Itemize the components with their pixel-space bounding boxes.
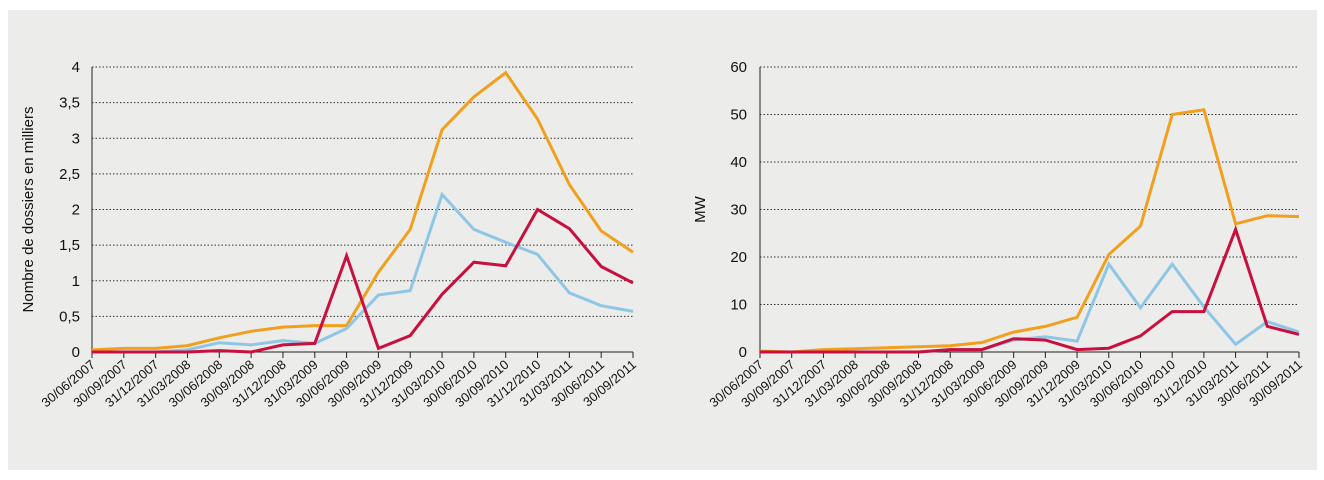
chart-1: 0 0,5 1 1,5 2 2,5 3 3,5 4 Nombre de dossiers en m… bbox=[20, 59, 639, 410]
y-tick-label: 0 bbox=[739, 344, 747, 361]
y-tick-label: 60 bbox=[730, 59, 747, 76]
series-line-1 bbox=[91, 70, 634, 352]
chart-panel bbox=[8, 10, 1317, 470]
series-line-3 bbox=[92, 207, 634, 354]
series-line-2 bbox=[92, 191, 634, 354]
y-tick-label: 3,5 bbox=[59, 95, 80, 112]
y-tick-label: 0 bbox=[72, 344, 80, 361]
y-tick-label: 2 bbox=[72, 202, 80, 219]
y-tick-label: 1 bbox=[72, 273, 80, 290]
y-tick-label: 3 bbox=[72, 130, 80, 147]
y-tick-label: 20 bbox=[730, 249, 747, 266]
y-tick-label: 2,5 bbox=[59, 166, 80, 183]
series-line-3 bbox=[760, 224, 1300, 354]
series-line-1 bbox=[759, 108, 1300, 354]
y-tick-label: 4 bbox=[72, 59, 80, 76]
y-tick-label: 30 bbox=[730, 202, 747, 219]
y-tick-label: 1,5 bbox=[59, 237, 80, 254]
y-tick-label: 0,5 bbox=[59, 308, 80, 325]
y-tick-label: 50 bbox=[730, 107, 747, 124]
y-axis-label: Nombre de dossiers en milliers bbox=[20, 107, 37, 313]
y-axis-label: MW bbox=[692, 195, 709, 222]
y-tick-label: 10 bbox=[730, 297, 747, 314]
chart-2: 0102030405060MW30/06/200730/09/200731/12… bbox=[692, 59, 1305, 410]
y-tick-label: 40 bbox=[730, 154, 747, 171]
